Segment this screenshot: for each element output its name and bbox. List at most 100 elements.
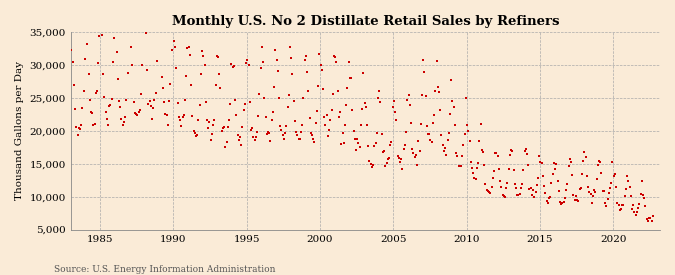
- Point: [368, 163, 379, 167]
- Point: [190, 134, 201, 138]
- Point: [362, 144, 373, 148]
- Point: [620, 187, 631, 191]
- Point: [528, 188, 539, 192]
- Point: [263, 130, 273, 134]
- Point: [416, 93, 427, 98]
- Point: [335, 110, 346, 114]
- Point: [502, 181, 513, 185]
- Point: [640, 204, 651, 208]
- Point: [602, 197, 613, 202]
- Point: [77, 106, 88, 110]
- Point: [109, 36, 119, 41]
- Point: [252, 129, 263, 134]
- Point: [83, 72, 94, 77]
- Point: [402, 98, 412, 103]
- Point: [80, 56, 90, 61]
- Point: [451, 151, 462, 155]
- Point: [459, 132, 470, 137]
- Point: [448, 104, 459, 109]
- Point: [317, 68, 327, 72]
- Point: [258, 60, 269, 64]
- Point: [337, 131, 348, 135]
- Point: [382, 157, 393, 161]
- Point: [290, 119, 300, 123]
- Point: [614, 208, 625, 212]
- Point: [622, 174, 632, 178]
- Point: [575, 186, 586, 190]
- Point: [260, 114, 271, 119]
- Point: [157, 75, 167, 79]
- Point: [358, 70, 369, 75]
- Point: [180, 98, 190, 103]
- Point: [219, 125, 230, 129]
- Point: [199, 63, 210, 67]
- Point: [587, 200, 597, 205]
- Point: [435, 107, 446, 112]
- Point: [529, 195, 540, 200]
- Point: [352, 136, 362, 141]
- Point: [641, 217, 652, 222]
- Point: [632, 210, 643, 214]
- Point: [164, 98, 175, 103]
- Point: [211, 54, 222, 58]
- Point: [558, 200, 569, 204]
- Point: [543, 196, 554, 200]
- Point: [624, 185, 635, 189]
- Point: [394, 156, 404, 160]
- Point: [364, 159, 375, 164]
- Point: [177, 115, 188, 119]
- Point: [514, 192, 525, 196]
- Point: [342, 86, 353, 90]
- Point: [115, 104, 126, 109]
- Point: [396, 156, 406, 161]
- Point: [401, 130, 412, 134]
- Point: [427, 140, 437, 145]
- Point: [610, 172, 620, 177]
- Point: [113, 99, 124, 103]
- Point: [643, 218, 653, 223]
- Point: [134, 108, 145, 112]
- Point: [564, 157, 575, 162]
- Point: [646, 219, 657, 223]
- Point: [510, 182, 520, 186]
- Point: [292, 133, 303, 137]
- Point: [412, 163, 423, 167]
- Point: [198, 53, 209, 58]
- Y-axis label: Thousand Gallons per Day: Thousand Gallons per Day: [15, 61, 24, 200]
- Point: [90, 90, 101, 95]
- Point: [171, 66, 182, 71]
- Point: [183, 45, 194, 49]
- Point: [227, 65, 238, 69]
- Point: [522, 152, 533, 156]
- Point: [116, 117, 127, 121]
- Point: [472, 166, 483, 170]
- Point: [443, 131, 454, 136]
- Point: [74, 127, 85, 131]
- Point: [362, 123, 373, 127]
- Point: [244, 100, 255, 104]
- Point: [161, 113, 172, 118]
- Point: [194, 103, 205, 108]
- Point: [184, 53, 195, 57]
- Point: [353, 141, 364, 145]
- Point: [537, 174, 548, 178]
- Point: [626, 194, 637, 198]
- Point: [397, 167, 408, 171]
- Point: [208, 123, 219, 127]
- Point: [281, 124, 292, 128]
- Point: [347, 108, 358, 112]
- Point: [291, 130, 302, 134]
- Point: [273, 68, 284, 73]
- Point: [68, 59, 78, 64]
- Point: [344, 76, 355, 80]
- Point: [175, 117, 186, 122]
- Point: [167, 23, 178, 28]
- Point: [190, 131, 200, 135]
- Point: [313, 84, 323, 88]
- Point: [545, 195, 556, 200]
- Point: [563, 164, 574, 168]
- Point: [254, 92, 265, 96]
- Point: [534, 154, 545, 158]
- Point: [632, 206, 643, 211]
- Point: [367, 165, 377, 169]
